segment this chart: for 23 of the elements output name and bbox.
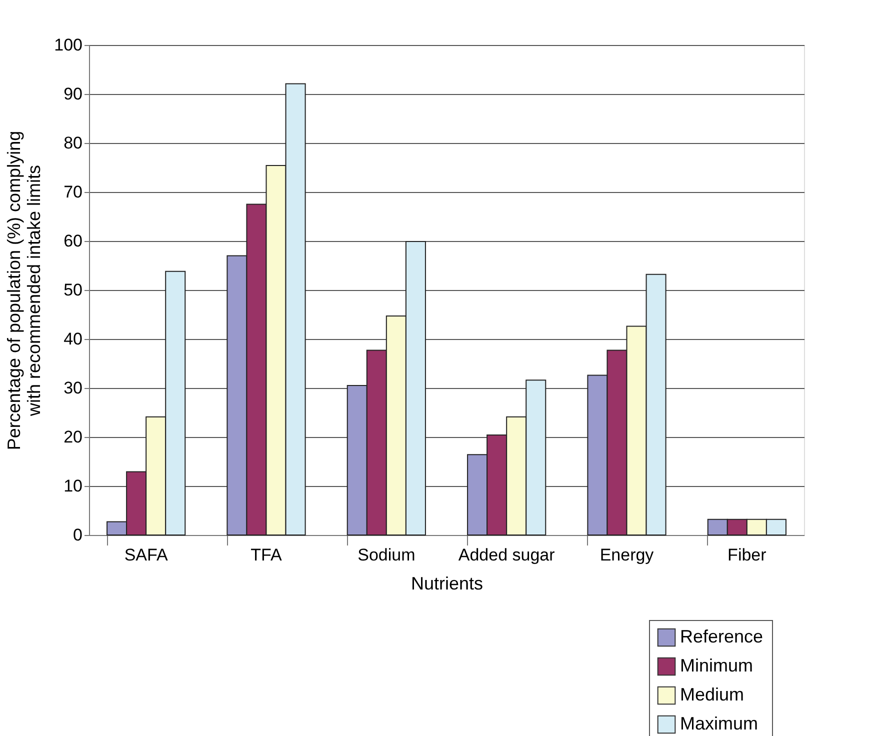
x-tick-label: Sodium bbox=[358, 546, 416, 564]
y-axis-title: Percentage of population (%) complying with recommended intake limits bbox=[4, 130, 44, 450]
y-tick-label: 30 bbox=[64, 378, 82, 398]
legend-label: Maximum bbox=[680, 714, 758, 734]
y-tick-label: 90 bbox=[64, 84, 82, 104]
x-tick-label: SAFA bbox=[124, 546, 168, 564]
y-tick-label: 50 bbox=[64, 280, 82, 300]
y-tick-label: 10 bbox=[64, 476, 82, 496]
y-tick-label: 60 bbox=[64, 232, 82, 250]
legend-label: Minimum bbox=[680, 656, 754, 676]
x-tick-label: Energy bbox=[600, 546, 654, 564]
y-tick-label: 70 bbox=[64, 182, 82, 202]
legend-label: Reference bbox=[680, 626, 764, 646]
x-tick-label: Fiber bbox=[728, 546, 767, 564]
legend-label: Medium bbox=[680, 684, 744, 704]
x-tick-label: TFA bbox=[250, 546, 282, 564]
y-tick-label: 0 bbox=[73, 526, 82, 544]
y-tick-label: 100 bbox=[54, 36, 82, 54]
y-tick-label: 20 bbox=[64, 428, 82, 446]
x-axis-title: Nutrients bbox=[410, 574, 484, 594]
y-tick-label: 40 bbox=[64, 330, 82, 348]
y-tick-label: 80 bbox=[64, 134, 82, 152]
x-tick-label: Added sugar bbox=[458, 546, 556, 564]
